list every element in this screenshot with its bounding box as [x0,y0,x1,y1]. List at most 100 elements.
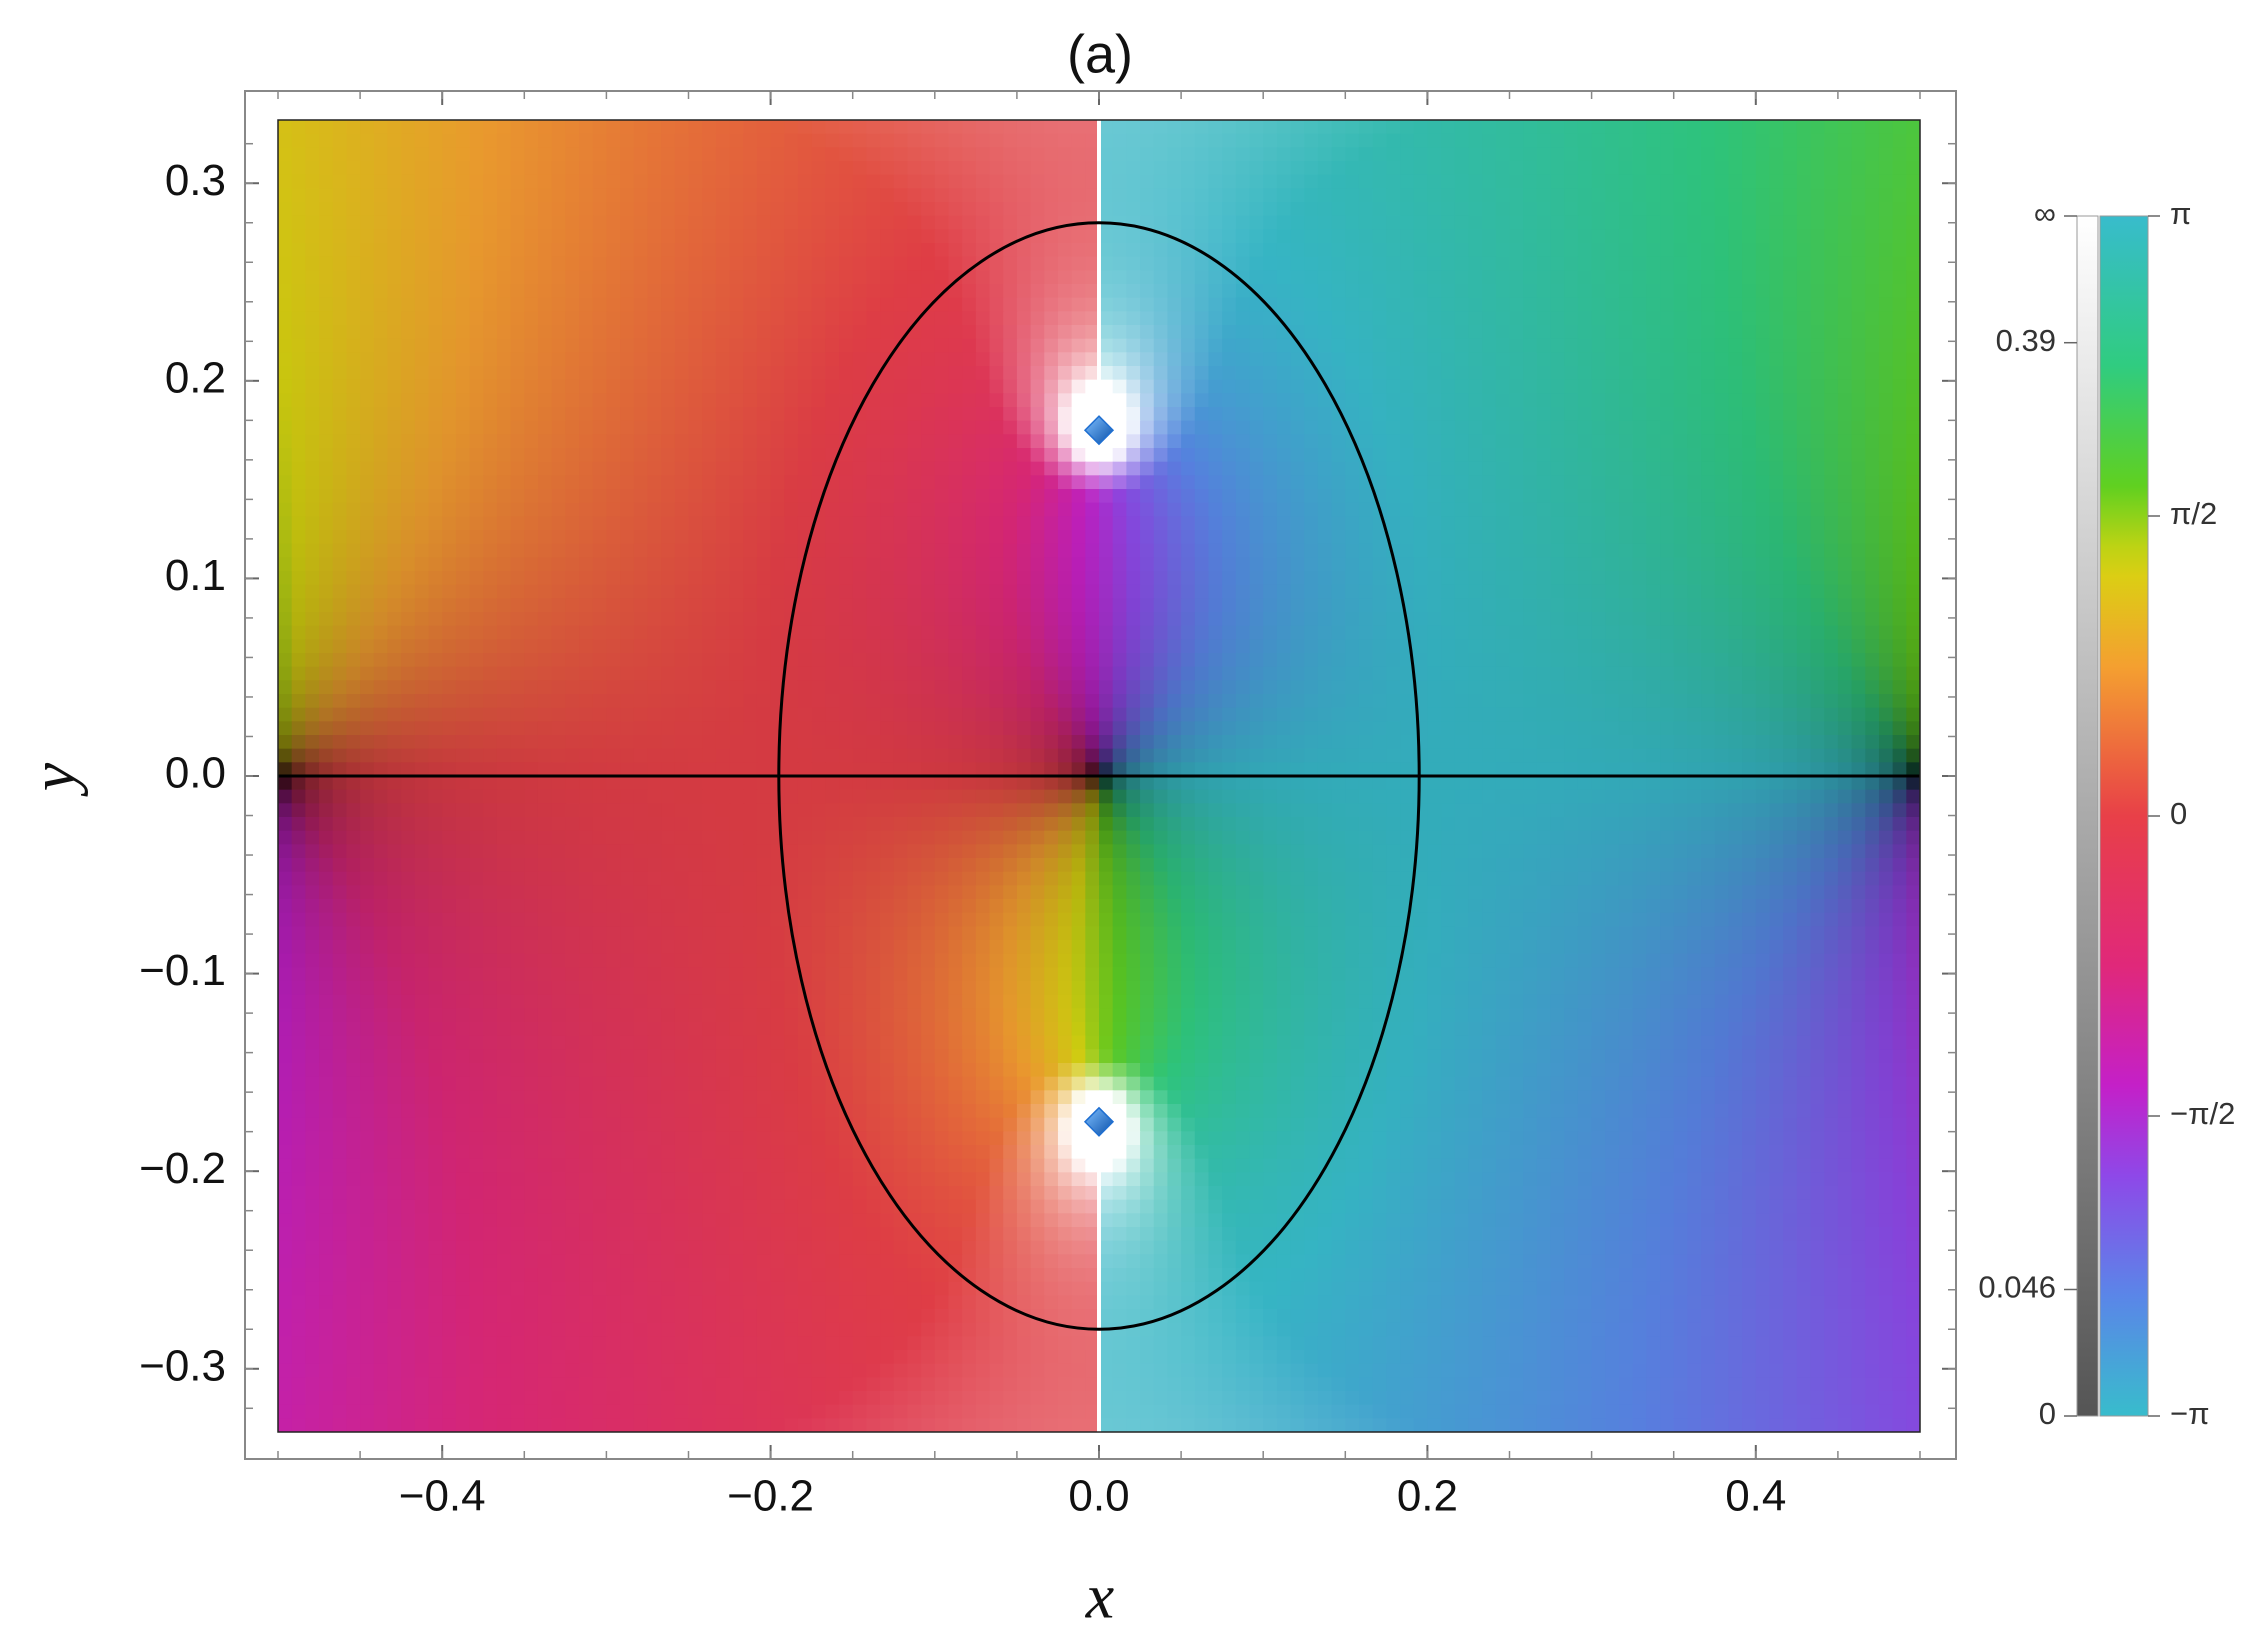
phase-cell [565,598,580,613]
phase-cell [565,297,580,313]
phase-cell [1824,133,1839,149]
phase-cell [1112,407,1128,422]
phase-cell [565,489,580,504]
phase-cell [907,680,922,695]
phase-cell [1057,202,1073,217]
phase-cell [620,325,635,340]
phase-cell [1783,420,1798,436]
phase-cell [510,571,526,586]
phase-cell [962,598,977,613]
phase-cell [866,188,881,203]
phase-cell [1400,270,1415,285]
phase-cell [688,338,703,354]
phase-cell [1290,571,1306,586]
phase-cell [483,502,498,518]
phase-cell [1851,325,1867,340]
phase-cell [674,147,690,162]
phase-cell [839,215,854,231]
phase-cell [1591,420,1607,436]
phase-cell [1769,625,1784,641]
phase-cell [469,352,485,367]
phase-cell [1249,461,1264,477]
phase-cell [1824,161,1839,176]
phase-cell [1099,161,1114,176]
phase-cell [1536,420,1552,436]
phase-cell [962,133,977,149]
phase-cell [1687,571,1702,586]
phase-cell [414,393,430,408]
phase-cell [1030,653,1046,668]
phase-cell [975,625,991,641]
phase-cell [1153,502,1169,518]
phase-cell [1263,297,1278,313]
phase-cell [1482,379,1497,395]
phase-cell [1714,161,1730,176]
phase-cell [524,543,539,559]
phase-cell [1441,338,1456,354]
phase-cell [305,338,320,354]
phase-cell [592,461,608,477]
phase-cell [1605,366,1620,381]
phase-cell [319,366,334,381]
phase-cell [1372,448,1388,463]
phase-cell [633,352,649,367]
phase-cell [606,666,621,682]
phase-cell [1632,229,1648,244]
phase-cell [1673,325,1689,340]
phase-cell [414,502,430,518]
phase-cell [688,680,703,695]
phase-cell [592,448,608,463]
phase-cell [962,653,977,668]
phase-cell [1030,202,1046,217]
phase-cell [1345,133,1360,149]
phase-cell [606,352,621,367]
phase-cell [442,284,457,299]
phase-cell [729,666,745,682]
phase-cell [1099,352,1114,367]
phase-cell [305,653,320,668]
phase-cell [373,571,389,586]
phase-cell [1687,653,1702,668]
phase-cell [1112,489,1128,504]
phase-cell [756,543,772,559]
phase-cell [1482,448,1497,463]
phase-cell [770,366,786,381]
phase-cell [729,584,745,600]
phase-cell [715,325,731,340]
phase-cell [1810,625,1826,641]
phase-cell [1057,256,1073,272]
phase-cell [1140,639,1155,654]
phase-cell [1085,120,1100,135]
phase-cell [1427,120,1442,135]
phase-cell [1386,174,1401,190]
phase-cell [1263,229,1278,244]
phase-cell [1249,243,1264,258]
phase-cell [606,612,621,627]
phase-cell [1140,133,1155,149]
phase-cell [743,325,758,340]
phase-cell [524,530,539,545]
phase-cell [784,680,799,695]
phase-cell [1454,448,1470,463]
phase-cell [1126,666,1141,682]
phase-cell [1673,133,1689,149]
phase-cell [469,338,485,354]
phase-cell [1714,434,1730,449]
phase-cell [1003,366,1018,381]
phase-cell [1837,407,1853,422]
phase-cell [1413,352,1429,367]
phase-cell [756,366,772,381]
phase-cell [825,147,840,162]
phase-cell [1358,325,1374,340]
phase-cell [1618,475,1634,490]
phase-cell [278,639,293,654]
phase-cell [715,338,731,354]
phase-cell [551,256,567,272]
phase-cell [962,297,977,313]
phase-cell [1317,147,1333,162]
phase-cell [1304,653,1319,668]
phase-cell [1605,584,1620,600]
phase-cell [510,625,526,641]
phase-cell [1837,530,1853,545]
phase-cell [1906,338,1920,354]
